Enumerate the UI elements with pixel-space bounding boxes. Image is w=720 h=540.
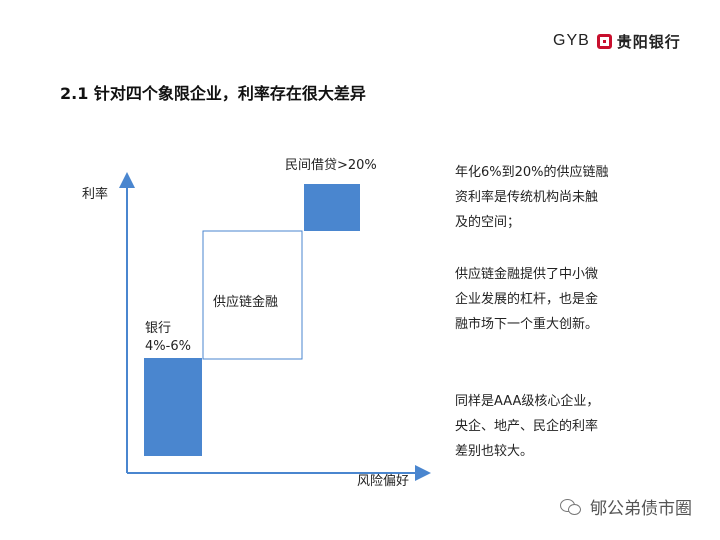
box-bank [144,358,202,456]
paragraph-rate-gap: 年化6%到20%的供应链融资利率是传统机构尚未触及的空间； [455,165,609,230]
brand-logo: GYB 贵阳银行 [553,30,681,52]
private-lending-label: 民间借贷>20% [285,158,377,173]
x-axis-label: 风险偏好 [357,474,410,489]
bank-label-name: 银行 [145,321,172,336]
supply-chain-label: 供应链金融 [213,295,279,310]
bank-label: 银行 4%-6% [145,320,191,356]
watermark: 郇公弟债市圈 [560,494,692,519]
brand-mark-icon [596,33,612,49]
wechat-icon [560,498,582,516]
watermark-text: 郇公弟债市圈 [590,499,692,519]
box-private-lending [304,184,360,231]
bank-label-rate: 4%-6% [145,339,191,354]
page-title: 2.1 针对四个象限企业，利率存在很大差异 [60,84,366,103]
y-axis-label: 利率 [82,187,109,202]
paragraph-aaa: 同样是AAA级核心企业，央企、地产、民企的利率差别也较大。 [455,394,600,459]
paragraph-leverage: 供应链金融提供了中小微企业发展的杠杆，也是金融市场下一个重大创新。 [455,267,599,332]
brand-abbr: GYB [553,32,590,49]
box-supply-chain [202,230,303,360]
brand-name: 贵阳银行 [616,32,681,51]
